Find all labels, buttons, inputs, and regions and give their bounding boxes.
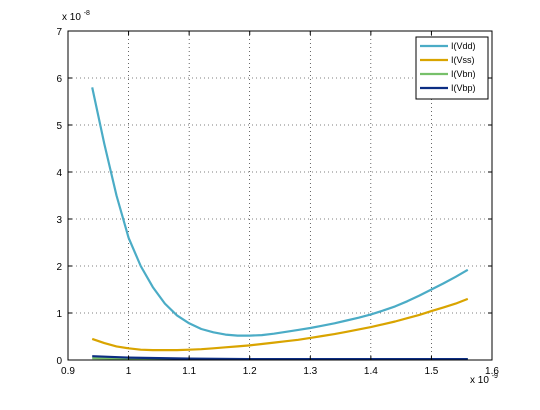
x-tick-label: 0.9	[61, 366, 75, 377]
ticks	[67, 30, 493, 361]
y-tick-labels: 0 1 2 3 4 5 6 7	[56, 27, 62, 367]
y-exponent-label: x 10 -8	[62, 10, 90, 23]
legend-label-i-vss: I(Vss)	[451, 55, 475, 65]
y-tick-label: 7	[56, 27, 62, 38]
x-tick-label: 1.4	[364, 366, 378, 377]
series-line-i-vdd	[91, 87, 469, 337]
y-tick-label: 4	[56, 168, 62, 179]
x-tick-label: 1.3	[303, 366, 317, 377]
y-tick-label: 6	[56, 74, 62, 85]
x-tick-label: 1	[126, 366, 132, 377]
x-tick-label: 1.5	[424, 366, 438, 377]
y-exponent-power: -8	[84, 10, 90, 17]
x-exponent-label: x 10 -9	[470, 373, 498, 386]
x-tick-labels: 0.9 1 1.1 1.2 1.3 1.4 1.5 1.6	[61, 366, 499, 377]
series-layer	[91, 87, 469, 361]
series-line-i-vss	[91, 297, 469, 352]
x-tick-label: 1.1	[182, 366, 196, 377]
y-tick-label: 2	[56, 262, 62, 273]
legend-label-i-vbp: I(Vbp)	[451, 83, 476, 93]
y-tick-label: 1	[56, 309, 62, 320]
y-tick-label: 0	[56, 356, 62, 367]
legend-label-i-vbn: I(Vbn)	[451, 69, 476, 79]
legend-label-i-vdd: I(Vdd)	[451, 41, 476, 51]
x-tick-label: 1.2	[243, 366, 257, 377]
y-tick-label: 3	[56, 215, 62, 226]
grid	[68, 31, 492, 360]
series-line-i-vbp	[92, 355, 468, 361]
legend: I(Vdd) I(Vss) I(Vbn) I(Vbp)	[415, 36, 489, 100]
y-tick-label: 5	[56, 121, 62, 132]
x-tick-label: 1.6	[485, 366, 499, 377]
axes-frame	[67, 30, 493, 361]
x-exponent-power: -9	[492, 373, 498, 380]
